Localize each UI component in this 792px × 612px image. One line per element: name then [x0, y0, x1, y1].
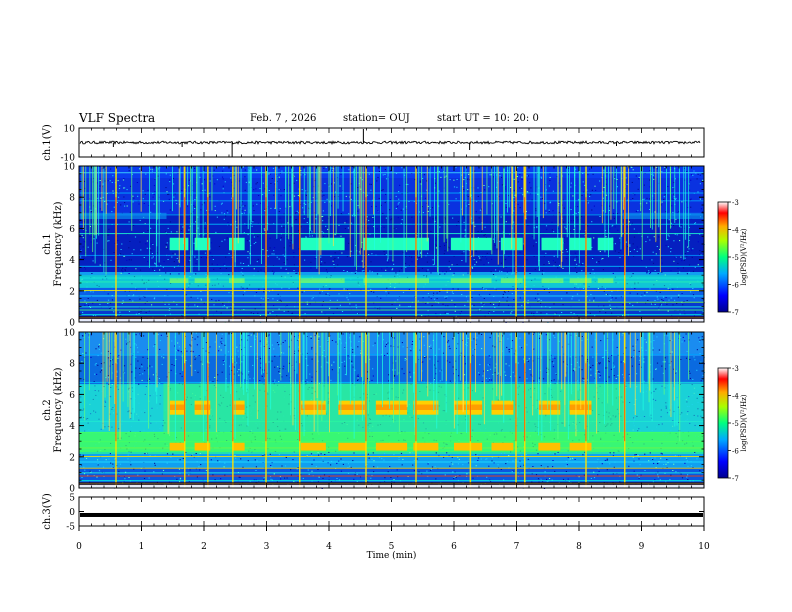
y-tick-label: 4 [69, 422, 75, 432]
y-tick-label: 4 [69, 256, 75, 266]
ch1-emission-segment [229, 237, 245, 251]
y-tick-label: 10 [64, 329, 76, 339]
y-axis-label: Frequency (kHz) [53, 201, 64, 286]
ch1-emission-segment [569, 237, 592, 251]
y-axis-label: ch.2 [42, 399, 53, 421]
y-axis-label: ch.3(V) [42, 493, 53, 530]
x-tick-label: 1 [139, 542, 145, 552]
ch1-colorbar [717, 201, 729, 313]
x-tick-label: 6 [451, 542, 457, 552]
y-tick-label: 6 [69, 391, 75, 401]
ch1-waveform-trace [79, 140, 701, 145]
y-tick-label: 0 [69, 485, 75, 495]
colorbar-tick-label: -4 [732, 393, 739, 401]
ch2-spectrogram-image [79, 332, 705, 489]
y-tick-label: 6 [69, 225, 75, 235]
colorbar-tick-label: -7 [732, 309, 739, 317]
ch1-spectrogram-image [79, 166, 705, 323]
ch3-waveform-trace [80, 512, 703, 517]
colorbar-label: log(PSD)(V²/Hz) [740, 228, 748, 285]
y-axis-label: ch.1 [42, 233, 53, 255]
x-tick-label: 7 [514, 542, 520, 552]
x-tick-label: 5 [389, 542, 395, 552]
y-tick-label: -5 [66, 523, 75, 533]
y-tick-label: 5 [69, 494, 75, 504]
colorbar-tick-label: -6 [732, 282, 739, 290]
ch2-colorbar [717, 367, 729, 479]
station-label: station= OUJ [343, 113, 410, 124]
x-tick-label: 3 [264, 542, 270, 552]
plot-title: VLF Spectra [79, 111, 156, 125]
y-tick-label: -10 [61, 154, 76, 164]
ch1-emission-segment [300, 237, 345, 251]
colorbar-tick-label: -3 [732, 365, 739, 373]
start-time-label: start UT = 10: 20: 0 [437, 113, 539, 124]
y-tick-label: 10 [64, 125, 76, 135]
x-tick-label: 2 [201, 542, 207, 552]
y-tick-label: 2 [69, 287, 75, 297]
colorbar-tick-label: -3 [732, 199, 739, 207]
y-tick-label: 10 [64, 163, 76, 173]
x-tick-label: 8 [576, 542, 582, 552]
colorbar-tick-label: -4 [732, 227, 739, 235]
x-axis-label: Time (min) [367, 550, 417, 561]
y-axis-label: Frequency (kHz) [53, 367, 64, 452]
ch1-emission-segment [597, 237, 614, 251]
date-label: Feb. 7 , 2026 [250, 113, 317, 124]
y-tick-label: 8 [69, 360, 75, 370]
y-tick-label: 0 [69, 319, 75, 329]
x-tick-label: 4 [326, 542, 332, 552]
colorbar-label: log(PSD)(V²/Hz) [740, 394, 748, 451]
x-tick-label: 0 [76, 542, 82, 552]
ch1-emission-segment [450, 237, 492, 251]
colorbar-tick-label: -6 [732, 448, 739, 456]
y-tick-label: 2 [69, 453, 75, 463]
x-tick-label: 9 [639, 542, 645, 552]
ch1-emission-segment [541, 237, 564, 251]
x-tick-label: 10 [698, 542, 710, 552]
ch1-emission-segment [363, 237, 429, 251]
y-tick-label: 0 [69, 508, 75, 518]
colorbar-tick-label: -5 [732, 420, 739, 428]
y-tick-label: 8 [69, 194, 75, 204]
colorbar-tick-label: -7 [732, 475, 739, 483]
colorbar-tick-label: -5 [732, 254, 739, 262]
y-axis-label: ch.1(V) [42, 124, 53, 161]
